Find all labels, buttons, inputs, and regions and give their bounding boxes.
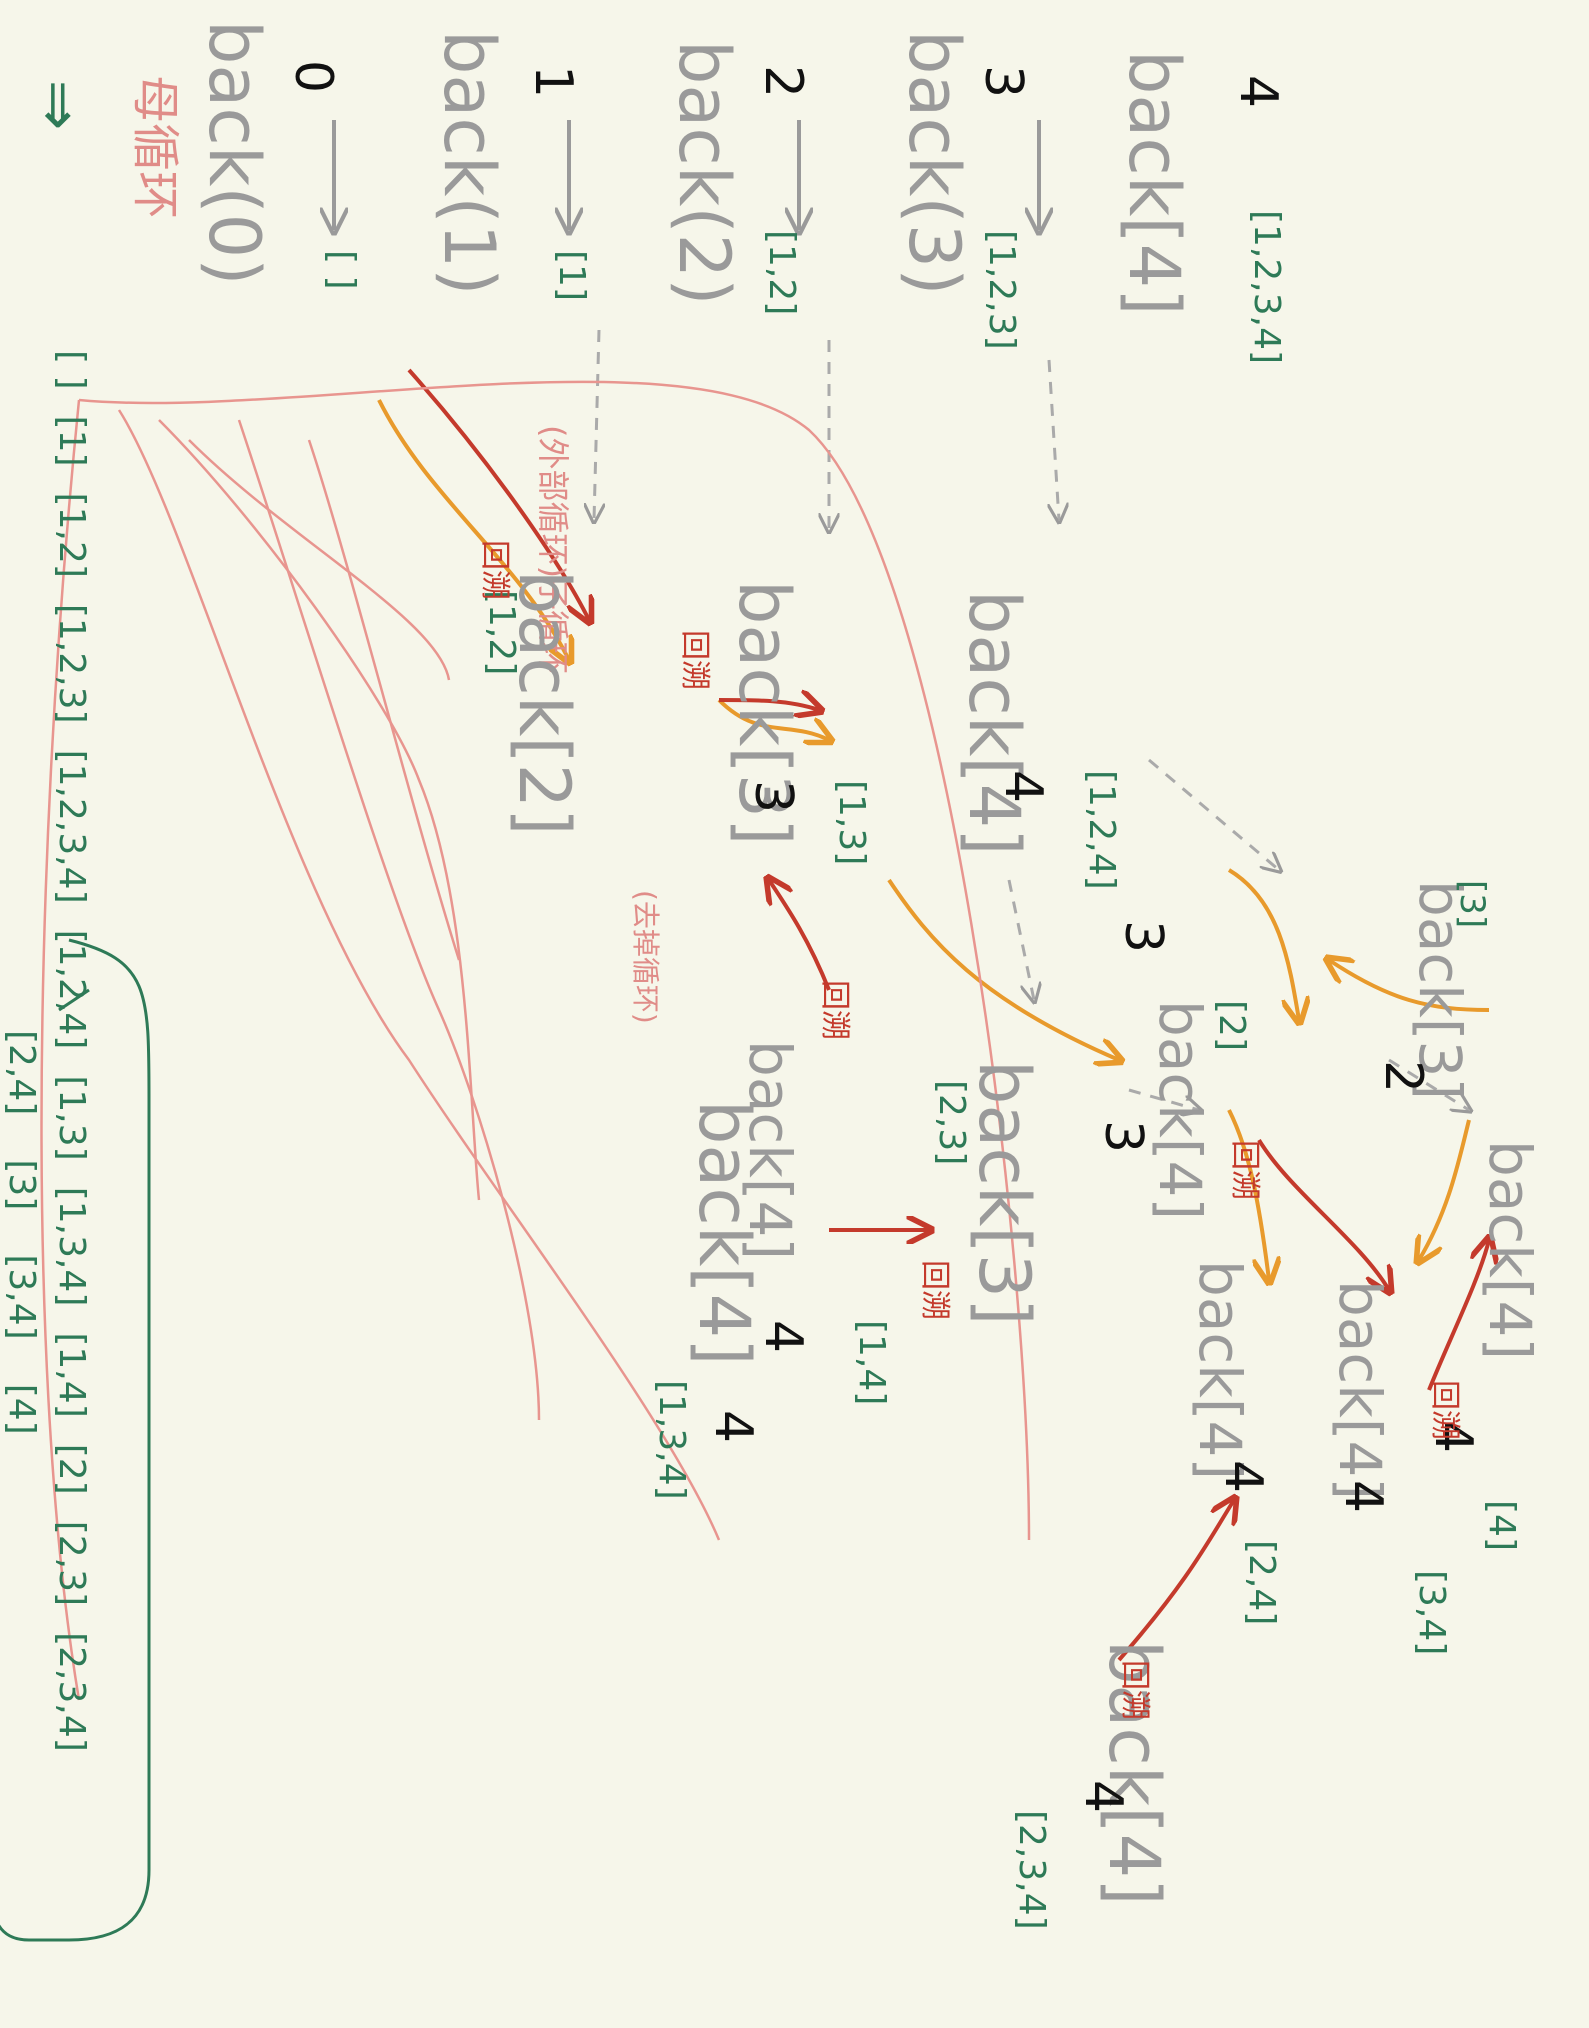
index-4-level3b: 4 [703, 1410, 763, 1444]
result-item: [2,3] [51, 1520, 92, 1607]
index-3-right: 2 [1373, 1060, 1433, 1094]
result-item: [ ] [51, 350, 92, 390]
set-2-3-4: [2,3,4] [1011, 1810, 1052, 1930]
node-back-4-root: back[4] [1113, 50, 1195, 316]
huisu-label-6: 回溯 [1427, 1380, 1462, 1440]
node-back-2-right: back[4] [1146, 1000, 1214, 1220]
index-2: 2 [753, 65, 813, 99]
set-3-right: [3] [1452, 880, 1492, 929]
sub-loop-note: (去掉循环) [629, 890, 662, 1024]
forward-orange-arrows [377, 399, 1490, 1280]
title-label: 母循环 [127, 75, 183, 220]
root-chain-arrows [334, 120, 1039, 230]
traversal-dashed-arrows [594, 329, 1469, 1110]
set-2-from-1: [1,2] [481, 590, 522, 676]
huisu-label-2: 回溯 [677, 630, 712, 690]
set-2-3-level3: [2,3] [931, 1080, 972, 1166]
node-back-4-level3b: back[4] [683, 1100, 765, 1366]
set-4-right: [4] [1481, 1500, 1522, 1551]
set-1-2-4: [1,2,4] [1081, 770, 1122, 890]
node-back-2: back(2) [663, 40, 745, 306]
set-empty-root: [ ] [321, 250, 362, 290]
result-item: [1,2] [51, 492, 92, 578]
huisu-label-5: 回溯 [1227, 1140, 1262, 1200]
index-4-right-mid: 4 [1333, 1480, 1393, 1514]
result-item: [1,2,3,4] [51, 749, 92, 904]
node-back-4-right-mid: back[4] [1326, 1280, 1394, 1500]
huisu-label-3: 回溯 [817, 980, 852, 1040]
result-pink-loops [40, 380, 1031, 1701]
set-1-2-3: [1,2,3] [981, 230, 1022, 350]
result-item: [1,4] [51, 1332, 92, 1418]
node-back-4-right-top: back[4] [1476, 1140, 1544, 1360]
set-1: [1] [551, 250, 592, 301]
index-1: 1 [523, 65, 583, 99]
huisu-label-4: 回溯 [917, 1260, 952, 1320]
result-item: [4] [1, 1383, 42, 1435]
set-3-4-right: [3,4] [1411, 1570, 1452, 1656]
return-red-arrows [407, 368, 1489, 1662]
node-back-1: back(1) [428, 30, 510, 296]
set-1-3-4: [1,3,4] [651, 1380, 692, 1500]
set-1-4: [1,4] [851, 1320, 892, 1406]
result-list-2: [2,4] [3] [3,4] [4] [1, 1030, 42, 1435]
index-3-level3: 3 [1093, 1120, 1153, 1154]
index-4-level3c: 4 [1073, 1780, 1133, 1814]
set-1-2: [1,2] [761, 230, 802, 316]
index-2-right: 3 [1113, 920, 1173, 954]
result-item: [1,3] [51, 1075, 92, 1161]
result-item: [3] [1, 1159, 42, 1211]
result-item: [1,2,4] [51, 929, 92, 1050]
index-4: 4 [1228, 75, 1288, 109]
set-1-2-3-4: [1,2,3,4] [1246, 210, 1287, 365]
result-list: [ ] [1] [1,2] [1,2,3] [1,2,3,4] [1,2,4] [1,3] [… [51, 350, 92, 1752]
result-item: [1,2,3] [51, 603, 92, 724]
set-1-3-second: [1,3] [831, 780, 872, 866]
result-item: [3,4] [1, 1254, 42, 1340]
huisu-label-7: 回溯 [1117, 1660, 1152, 1720]
result-item: [1,3,4] [51, 1186, 92, 1307]
huisu-label-1: 回溯 [477, 540, 512, 600]
index-3-second: 3 [743, 780, 803, 814]
index-4-right-low: 4 [1213, 1460, 1273, 1494]
index-3: 3 [973, 65, 1033, 99]
result-item: [2,3,4] [51, 1632, 92, 1752]
implies-arrow: ⇒ [24, 80, 94, 131]
node-back-3: back(3) [893, 30, 975, 296]
node-back-4-from-3: back[4] [953, 590, 1035, 856]
set-2-4-right: [2,4] [1241, 1540, 1282, 1626]
index-0: 0 [283, 60, 343, 94]
index-4-second: 4 [993, 770, 1053, 804]
node-back-3-level3: back[3] [963, 1060, 1045, 1326]
result-item: [1] [51, 415, 92, 467]
set-2-right: [2] [1211, 1000, 1252, 1051]
result-item: [2] [51, 1443, 92, 1495]
result-item: [2,4] [1, 1030, 42, 1116]
node-back-0: back(0) [193, 20, 275, 286]
result-green-bracket [0, 938, 151, 1942]
node-back-4-right-low: back[4] [1186, 1260, 1254, 1480]
